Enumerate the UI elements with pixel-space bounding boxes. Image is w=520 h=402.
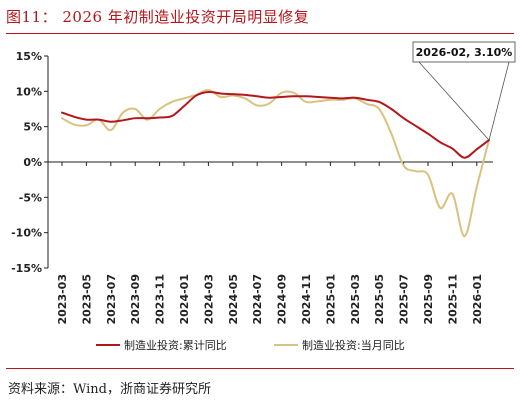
x-tick-label: 2023-11 [154,274,167,325]
annotation-leader [418,61,490,141]
series-line-monthly [61,88,490,238]
axes: 15% 10% 5% 0% -5% -10% -15% 2023-03 2023-05 2023-… [11,50,493,325]
annotation-layer: 2026-02, 3.10% [412,41,516,141]
annotation-box [412,41,516,63]
x-tick-label: 2025-03 [349,274,362,325]
x-tick-label: 2024-01 [178,274,191,325]
series-line-cumulative [61,90,490,159]
annotation-leader [488,61,510,141]
title-divider [6,33,514,34]
x-tick-label: 2025-07 [398,274,411,325]
x-tick-label: 2024-03 [202,274,215,325]
x-tick-label: 2026-01 [471,274,484,325]
x-tick-label: 2024-11 [300,274,313,325]
legend: 制造业投资:累计同比 制造业投资:当月同比 [96,338,405,352]
x-tick-label: 2024-05 [227,274,240,325]
annotation-label: 2026-02, 3.10% [416,46,513,59]
y-tick-label: -5% [19,191,42,204]
x-tick-label: 2025-11 [446,274,459,325]
source-note: 资料来源：Wind，浙商证券研究所 [8,382,211,397]
source-divider [6,368,514,369]
x-tick-label: 2024-07 [251,274,264,325]
x-tick-label: 2023-07 [105,274,118,325]
y-tick-label: 10% [16,85,42,98]
y-tick-label: -10% [11,227,42,240]
x-tick-label: 2023-03 [56,274,69,325]
x-tick-label: 2025-01 [324,274,337,325]
x-tick-label: 2023-09 [129,274,142,325]
y-tick-label: 5% [23,121,42,134]
x-tick-label: 2023-05 [80,274,93,325]
figure-title: 图11： 2026 年初制造业投资开局明显修复 [6,8,310,26]
x-tick-label: 2025-09 [422,274,435,325]
y-tick-label: -15% [11,262,42,275]
legend-label: 制造业投资:当月同比 [302,338,405,352]
x-tick-label: 2025-05 [373,274,386,325]
x-tick-label: 2024-09 [276,274,289,325]
legend-label: 制造业投资:累计同比 [124,338,227,352]
y-tick-label: 0% [23,156,42,169]
y-tick-label: 15% [16,50,42,63]
series-layer [61,88,490,238]
